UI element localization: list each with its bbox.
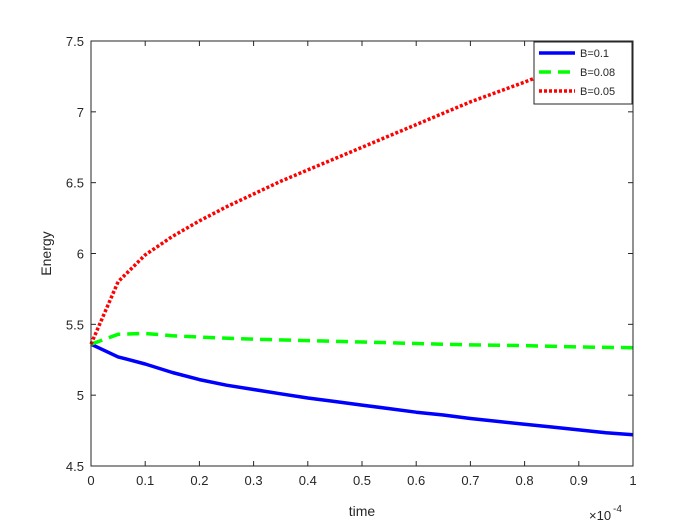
y-tick-label: 5.5	[66, 317, 84, 332]
x-tick-label: 0.5	[353, 473, 371, 488]
y-tick-label: 6.5	[66, 176, 84, 191]
y-axis-ticks: 4.5 5 5.5 6 6.5 7 7.5	[66, 34, 633, 474]
x-tick-label: 0.6	[407, 473, 425, 488]
x-multiplier-base: ×10	[589, 508, 611, 523]
legend-entry-label: B=0.08	[580, 67, 615, 79]
y-tick-label: 5	[77, 388, 84, 403]
y-tick-label: 7.5	[66, 34, 84, 49]
x-tick-label: 0.3	[245, 473, 263, 488]
x-axis-multiplier: ×10 -4	[589, 504, 622, 523]
plot-area	[91, 41, 633, 466]
x-axis-ticks: 0 0.1 0.2 0.3 0.4 0.5 0.6 0.7 0.8 0.9 1	[87, 41, 637, 488]
x-multiplier-exponent: -4	[613, 504, 622, 515]
x-tick-label: 0.8	[516, 473, 534, 488]
x-tick-label: 0	[87, 473, 94, 488]
series-line-3	[89, 71, 547, 345]
x-tick-label: 1	[629, 473, 636, 488]
y-tick-label: 6	[77, 247, 84, 262]
x-tick-label: 0.1	[136, 473, 154, 488]
legend-entry-label: B=0.05	[580, 86, 615, 98]
series-layer	[89, 71, 634, 437]
series-line-2	[90, 331, 634, 350]
legend: B=0.1 B=0.08 B=0.05	[533, 41, 633, 105]
y-tick-label: 4.5	[66, 459, 84, 474]
y-tick-label: 7	[77, 105, 84, 120]
series-line-1	[90, 342, 634, 437]
legend-entry-label: B=0.1	[580, 48, 609, 60]
x-tick-label: 0.7	[461, 473, 479, 488]
y-axis-label: Energy	[38, 231, 54, 275]
x-tick-label: 0.9	[570, 473, 588, 488]
x-axis-label: time	[349, 503, 376, 519]
x-tick-label: 0.2	[190, 473, 208, 488]
x-tick-label: 0.4	[299, 473, 317, 488]
